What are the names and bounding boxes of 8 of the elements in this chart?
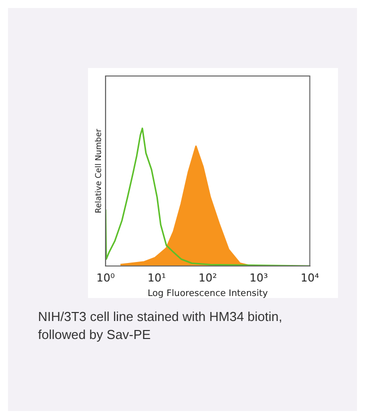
x-tick-label: 10⁰ [96, 271, 116, 284]
x-tick-label: 10¹ [147, 271, 166, 284]
text: NIH/3T3 cell line stained with HM34 biotin, followed by Sav-PE [38, 308, 284, 344]
x-axis-title: Log Fluorescence Intensity [148, 288, 268, 299]
x-tick-label: 10⁴ [300, 271, 320, 284]
y-axis-title: Relative Cell Number [94, 128, 103, 214]
x-tick-label: 10³ [250, 271, 268, 284]
x-tick-label: 10² [198, 271, 217, 284]
